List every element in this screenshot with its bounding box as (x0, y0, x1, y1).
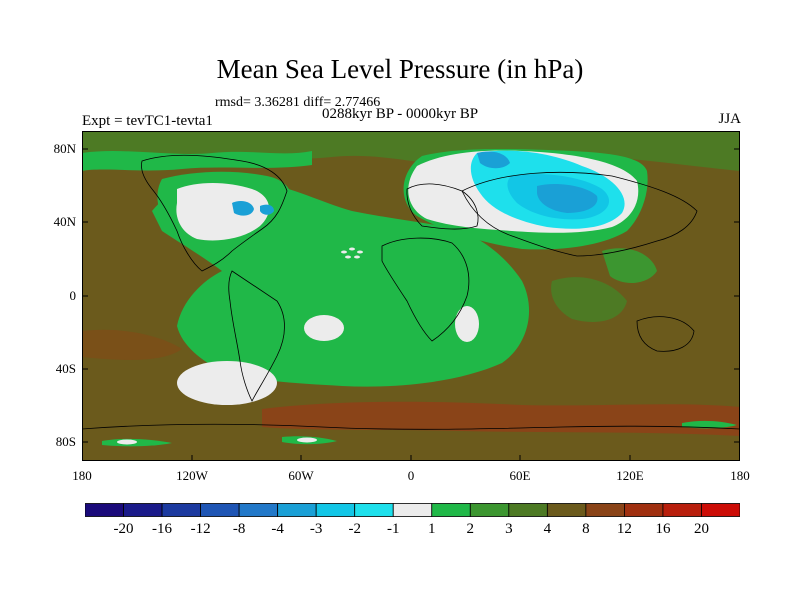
north-america-blue-spot-2 (260, 204, 274, 215)
eurasia-low-core (537, 184, 598, 213)
lat-label-40n: 40N (53, 214, 76, 229)
colorbar-label: 1 (428, 521, 436, 537)
north-america-low-center (176, 183, 270, 241)
atlantic-dot-3 (357, 250, 363, 254)
europe-coast (406, 183, 479, 230)
experiment-label: Expt = tevTC1-tevta1 (82, 113, 213, 129)
coastlines (82, 154, 740, 430)
north-america-blue-spot (232, 201, 254, 216)
colorbar-label: 4 (543, 521, 552, 537)
colorbar-label: -12 (190, 521, 211, 537)
time-range-subtitle: 0288kyr BP - 0000kyr BP (322, 106, 479, 122)
colorbar-box-9 (431, 503, 471, 517)
colorbar-label: 8 (582, 521, 590, 537)
asia-coast (461, 171, 698, 257)
madagascar-white-patch (455, 306, 479, 342)
atlantic-dot-2 (349, 247, 355, 251)
colorbar-label: 12 (616, 521, 632, 537)
colorbar-box-3 (200, 503, 240, 517)
lat-label-40s: 40S (55, 361, 76, 376)
antarctic-white-spot-1 (117, 439, 137, 445)
colorbar-label: 20 (693, 521, 709, 537)
lat-label-80s: 80S (55, 434, 76, 449)
colorbar-label: -2 (348, 521, 361, 537)
antarctic-green-streak-3 (682, 420, 737, 429)
atlantic-dot-1 (341, 250, 347, 254)
map-title: Mean Sea Level Pressure (in hPa) (216, 54, 584, 84)
colorbar-box-12 (546, 503, 587, 517)
lon-label-180-right: 180 (730, 468, 750, 483)
season-label: JJA (718, 111, 741, 127)
colorbar-label: 2 (466, 521, 475, 537)
colorbar-box-5 (277, 503, 317, 517)
colorbar-label: 3 (505, 521, 513, 537)
colorbar-box-2 (161, 503, 201, 517)
colorbar-boxes (85, 503, 740, 517)
south-pacific-white-patch (177, 361, 277, 405)
colorbar-box-16 (701, 503, 740, 517)
lon-label-60w: 60W (288, 468, 314, 483)
colorbar-box-10 (469, 503, 510, 517)
colorbar-label: -8 (232, 521, 246, 537)
lon-label-120e: 120E (616, 468, 644, 483)
pressure-map (82, 131, 740, 461)
africa-coast (381, 237, 470, 342)
colorbar-box-0 (85, 503, 124, 517)
colorbar-box-1 (123, 503, 163, 517)
colorbar-label: -20 (113, 521, 134, 537)
stats-line: rmsd= 3.36281 diff= 2.77466 (215, 95, 381, 110)
colorbar-label: -1 (386, 521, 400, 537)
colorbar-box-15 (662, 503, 702, 517)
antarctic-white-spot-2 (297, 437, 317, 443)
lon-label-0: 0 (407, 468, 415, 483)
colorbar-label: -3 (309, 521, 323, 537)
atlantic-dot-4 (345, 255, 351, 259)
lon-label-60e: 60E (509, 468, 531, 483)
australia-coast (636, 316, 695, 352)
south-pacific-region (82, 329, 182, 360)
southern-ocean-high-band (262, 401, 740, 436)
colorbar (85, 503, 740, 517)
axis-ticks (82, 148, 740, 461)
colorbar-box-13 (585, 503, 625, 517)
lat-label-0: 0 (69, 288, 77, 303)
colorbar-box-8 (392, 503, 433, 517)
indian-ocean-olive (551, 277, 627, 322)
south-america-coast (228, 270, 285, 402)
north-america-coast (141, 154, 288, 272)
maritime-green (602, 248, 657, 283)
colorbar-box-4 (238, 503, 279, 517)
lon-label-120w: 120W (176, 468, 208, 483)
colorbar-box-7 (354, 503, 394, 517)
atlantic-dot-5 (354, 255, 360, 259)
colorbar-label: 16 (655, 521, 671, 537)
lon-label-180-left: 180 (72, 468, 92, 483)
atlantic-white-dots (341, 247, 363, 259)
arctic-blue-spot (477, 151, 510, 169)
lat-label-80n: 80N (53, 141, 76, 156)
antarctica-coast (82, 423, 740, 430)
colorbar-box-14 (624, 503, 664, 517)
arctic-region (82, 131, 740, 171)
arctic-green-band (82, 151, 312, 171)
south-atlantic-white-patch (304, 315, 344, 341)
colorbar-label: -16 (152, 521, 173, 537)
colorbar-box-11 (508, 503, 548, 517)
colorbar-label: -4 (271, 521, 284, 537)
colorbar-box-6 (315, 503, 356, 517)
